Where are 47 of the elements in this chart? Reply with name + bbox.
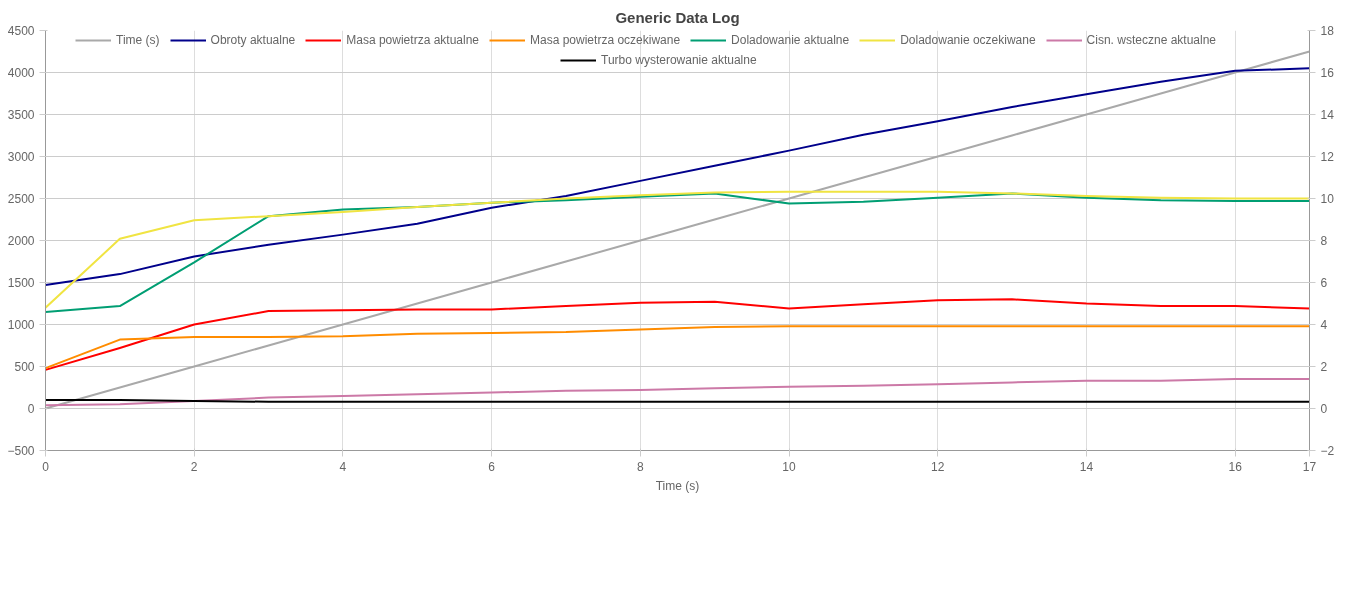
line-series xyxy=(45,325,1310,370)
legend-label: Obroty aktualne xyxy=(210,33,296,47)
x-tick-label: 16 xyxy=(1228,459,1243,474)
y-tick-label: 3500 xyxy=(7,108,35,122)
y-tick-label: 4000 xyxy=(7,66,35,80)
x-tick-label: 2 xyxy=(190,459,198,474)
y2-tick-label: 12 xyxy=(1320,150,1335,164)
y-tick-label: 500 xyxy=(14,360,35,374)
line-series xyxy=(45,67,1310,287)
x-tick-label: 0 xyxy=(42,459,50,474)
x-axis-title: Time (s) xyxy=(655,478,700,493)
legend-label: Cisn. wsteczne aktualne xyxy=(1086,33,1217,47)
y2-tick-label: 18 xyxy=(1320,24,1335,38)
y-tick-label: 3000 xyxy=(7,150,35,164)
y2-tick-label: 14 xyxy=(1320,108,1335,122)
y-tick-label: −500 xyxy=(7,444,35,458)
legend-label: Masa powietrza aktualne xyxy=(346,33,480,47)
chart-title: Generic Data Log xyxy=(615,8,740,26)
x-tick-label: 6 xyxy=(488,459,496,474)
x-tick-label: 17 xyxy=(1302,459,1317,474)
legend-label: Masa powietrza oczekiwane xyxy=(530,33,681,47)
line-series xyxy=(45,298,1310,371)
y-tick-label: 4500 xyxy=(7,24,35,38)
y2-tick-label: 6 xyxy=(1320,276,1328,290)
y2-tick-label: 10 xyxy=(1320,192,1335,206)
y-tick-label: 1000 xyxy=(7,318,35,332)
y-tick-label: 2000 xyxy=(7,234,35,248)
x-tick-label: 8 xyxy=(636,459,644,474)
y-tick-label: 2500 xyxy=(7,192,35,206)
y-tick-label: 0 xyxy=(27,402,35,416)
y2-tick-label: 8 xyxy=(1320,234,1328,248)
x-tick-label: 4 xyxy=(339,459,347,474)
y-tick-label: 1500 xyxy=(7,276,35,290)
legend-label: Doladowanie aktualne xyxy=(731,33,850,47)
legend-label: Turbo wysterowanie aktualne xyxy=(601,53,757,67)
y2-tick-label: 4 xyxy=(1320,318,1328,332)
y2-tick-label: 0 xyxy=(1320,402,1328,416)
x-tick-label: 14 xyxy=(1079,459,1094,474)
line-series xyxy=(45,50,1310,410)
legend-label: Doladowanie oczekiwane xyxy=(900,33,1036,47)
x-tick-label: 10 xyxy=(782,459,797,474)
y2-tick-label: 2 xyxy=(1320,360,1328,374)
y2-tick-label: 16 xyxy=(1320,66,1335,80)
line-series xyxy=(45,378,1310,407)
x-tick-label: 12 xyxy=(931,459,945,474)
legend-label: Time (s) xyxy=(116,33,160,47)
y2-tick-label: −2 xyxy=(1320,444,1335,458)
